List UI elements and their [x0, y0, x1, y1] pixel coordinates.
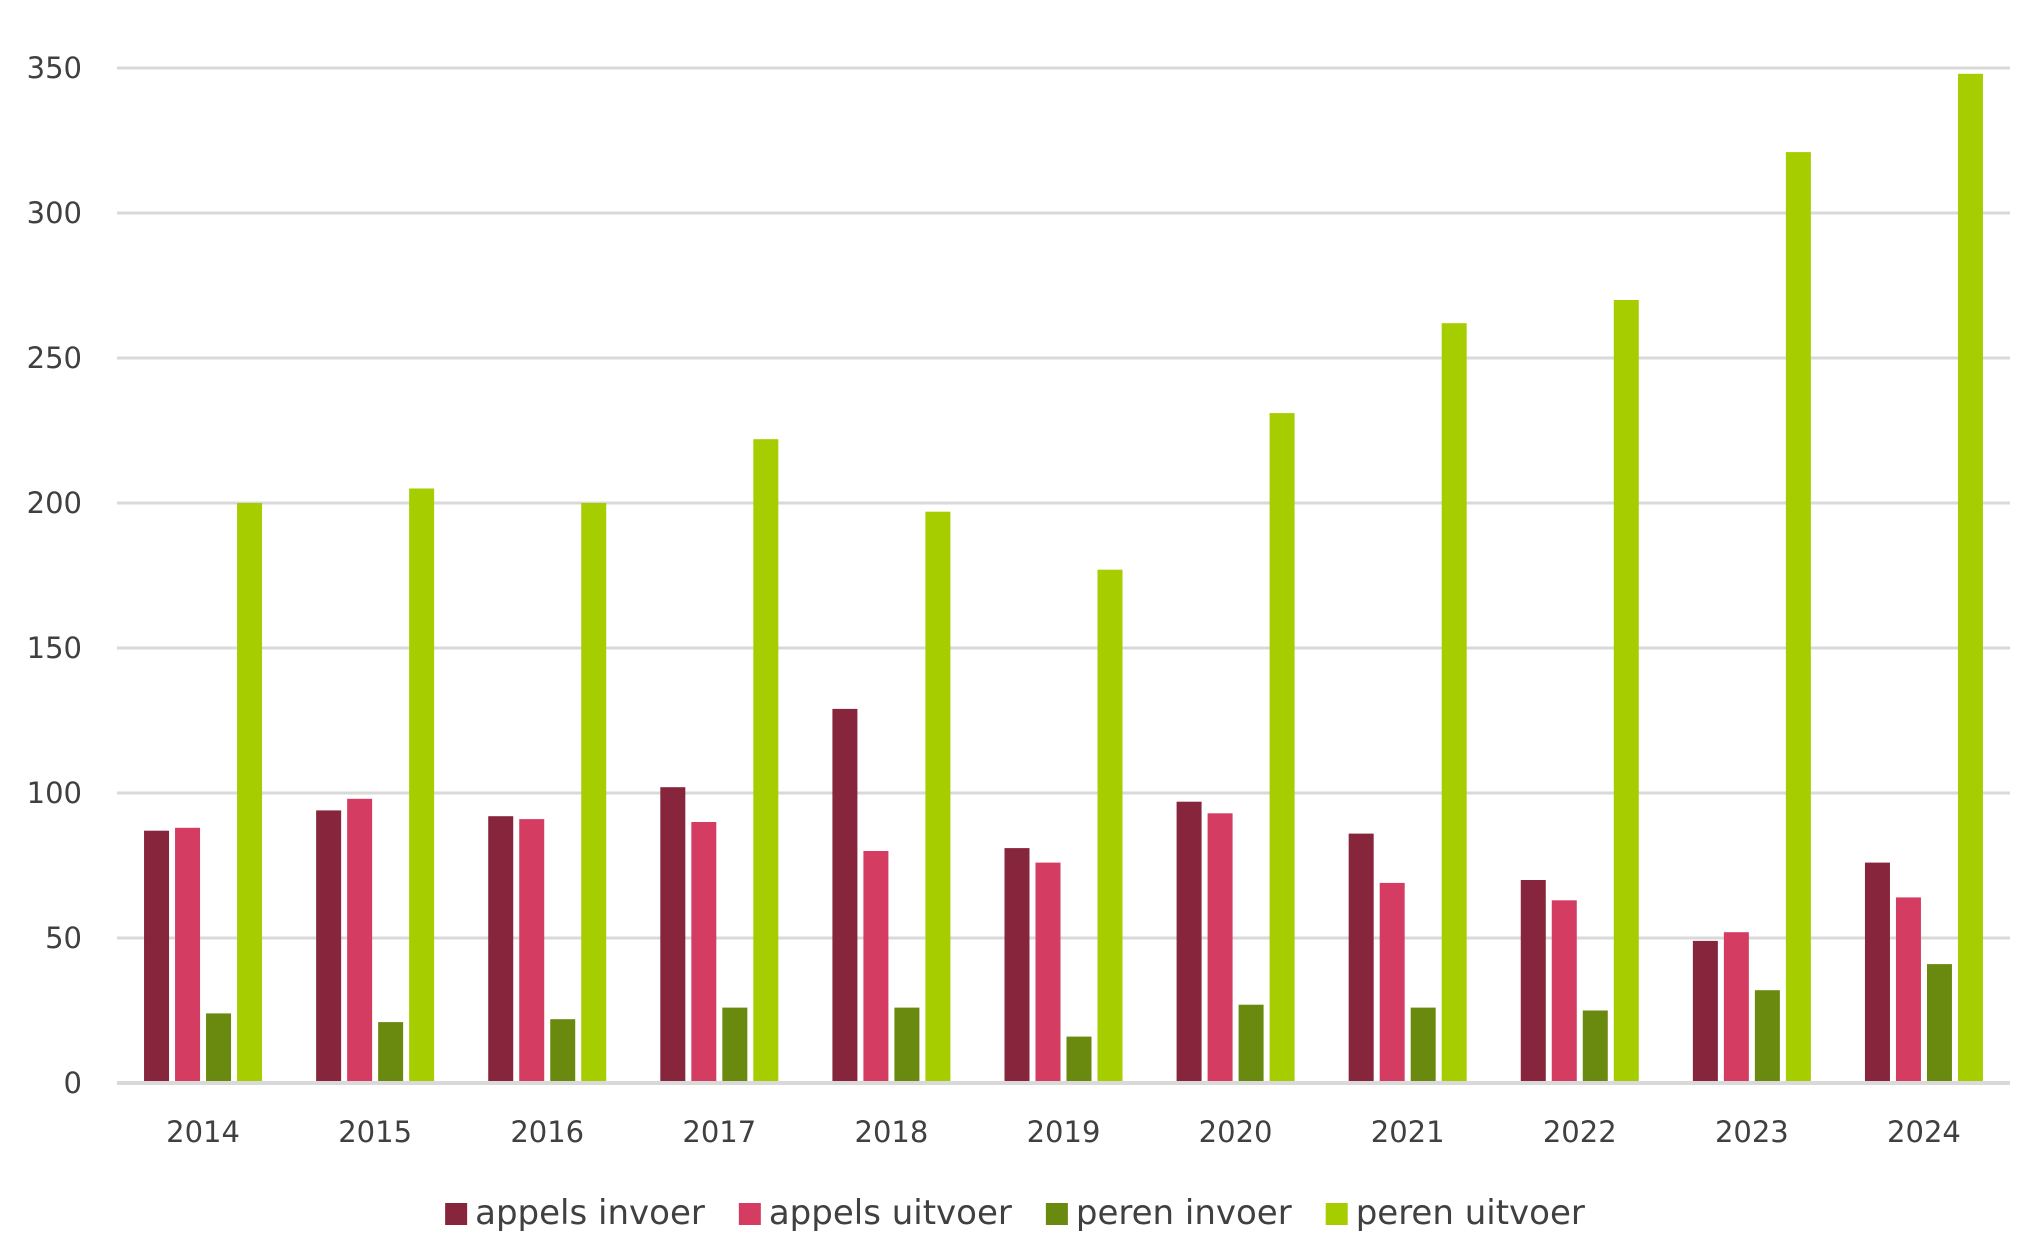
- bar: [1269, 413, 1295, 1084]
- bar: [316, 810, 342, 1083]
- legend-swatch: [738, 1203, 761, 1225]
- bar: [1957, 73, 1983, 1084]
- bar: [1348, 833, 1374, 1083]
- x-tick-label: 2015: [338, 1115, 412, 1149]
- y-tick-label: 250: [27, 341, 82, 375]
- x-tick-label: 2019: [1027, 1115, 1101, 1149]
- y-tick-label: 0: [64, 1066, 82, 1100]
- bar: [347, 798, 373, 1083]
- bar: [1692, 940, 1718, 1083]
- x-tick-label: 2021: [1371, 1115, 1445, 1149]
- y-tick-label: 150: [27, 631, 82, 665]
- legend-swatch: [445, 1203, 468, 1225]
- bar: [1176, 801, 1202, 1083]
- legend-label: peren uitvoer: [1356, 1193, 1585, 1233]
- legend-item: appels uitvoer: [738, 1193, 1012, 1233]
- x-tick-label: 2017: [682, 1115, 756, 1149]
- bar: [550, 1019, 576, 1083]
- legend-label: appels invoer: [475, 1193, 705, 1233]
- x-tick-label: 2014: [166, 1115, 240, 1149]
- bar: [1864, 862, 1890, 1083]
- bar: [206, 1013, 232, 1083]
- series-peren-uitvoer: [237, 73, 1983, 1084]
- x-axis-tick-labels: 2014 2015 2016 2017 2018 2019 2020 2021 2022 2023…: [166, 1115, 1961, 1149]
- bar: [1895, 897, 1921, 1083]
- bar: [237, 503, 263, 1083]
- bar: [1379, 882, 1405, 1083]
- bar: [1551, 900, 1577, 1083]
- y-tick-label: 350: [27, 51, 82, 85]
- series-peren-invoer: [206, 964, 1952, 1083]
- bar: [753, 439, 779, 1083]
- bars: [144, 73, 1983, 1084]
- legend-item: peren invoer: [1045, 1193, 1292, 1233]
- y-tick-label: 50: [45, 921, 82, 955]
- bar: [144, 830, 170, 1083]
- bar: [1785, 152, 1811, 1084]
- bar: [1441, 323, 1467, 1083]
- legend-item: peren uitvoer: [1325, 1193, 1585, 1233]
- bar: [832, 708, 858, 1083]
- bar: [175, 827, 201, 1083]
- bar: [1613, 300, 1639, 1083]
- bar: [1926, 964, 1952, 1083]
- x-tick-label: 2022: [1543, 1115, 1617, 1149]
- bar: [1754, 990, 1780, 1083]
- bar: [1035, 862, 1061, 1083]
- bar: [1723, 932, 1749, 1083]
- x-tick-label: 2016: [510, 1115, 584, 1149]
- bar: [1582, 1010, 1608, 1083]
- legend-item: appels invoer: [445, 1193, 705, 1233]
- x-tick-label: 2018: [855, 1115, 929, 1149]
- x-tick-label: 2024: [1887, 1115, 1961, 1149]
- legend-label: peren invoer: [1076, 1193, 1292, 1233]
- y-tick-label: 200: [27, 486, 82, 520]
- bar: [1207, 813, 1233, 1083]
- bar: [722, 1007, 748, 1083]
- bar: [660, 787, 686, 1083]
- series-appels-uitvoer: [175, 798, 1921, 1083]
- y-tick-label: 300: [27, 196, 82, 230]
- gridlines: [117, 66, 2010, 940]
- legend-swatch: [1045, 1203, 1068, 1225]
- bar: [925, 511, 951, 1083]
- bar: [1410, 1007, 1436, 1083]
- series-appels-invoer: [144, 708, 1890, 1083]
- x-tick-label: 2020: [1199, 1115, 1273, 1149]
- legend: appels invoer appels uitvoer peren invoer p…: [445, 1193, 1585, 1233]
- bar: [488, 816, 514, 1083]
- y-axis-tick-labels: 0 50 100 150 200 250 300 350: [27, 51, 82, 1100]
- bar: [581, 503, 607, 1083]
- legend-swatch: [1325, 1203, 1348, 1225]
- bar: [409, 488, 435, 1083]
- legend-label: appels uitvoer: [769, 1193, 1012, 1233]
- bar: [691, 822, 717, 1083]
- bar: [519, 819, 545, 1083]
- bar: [1520, 880, 1546, 1083]
- bar: [378, 1022, 404, 1083]
- bar: [1004, 848, 1030, 1083]
- bar: [1066, 1036, 1092, 1083]
- y-tick-label: 100: [27, 776, 82, 810]
- x-tick-label: 2023: [1715, 1115, 1789, 1149]
- bar: [1097, 569, 1123, 1083]
- bar: [863, 851, 889, 1083]
- bar: [1238, 1004, 1264, 1083]
- bar: [894, 1007, 920, 1083]
